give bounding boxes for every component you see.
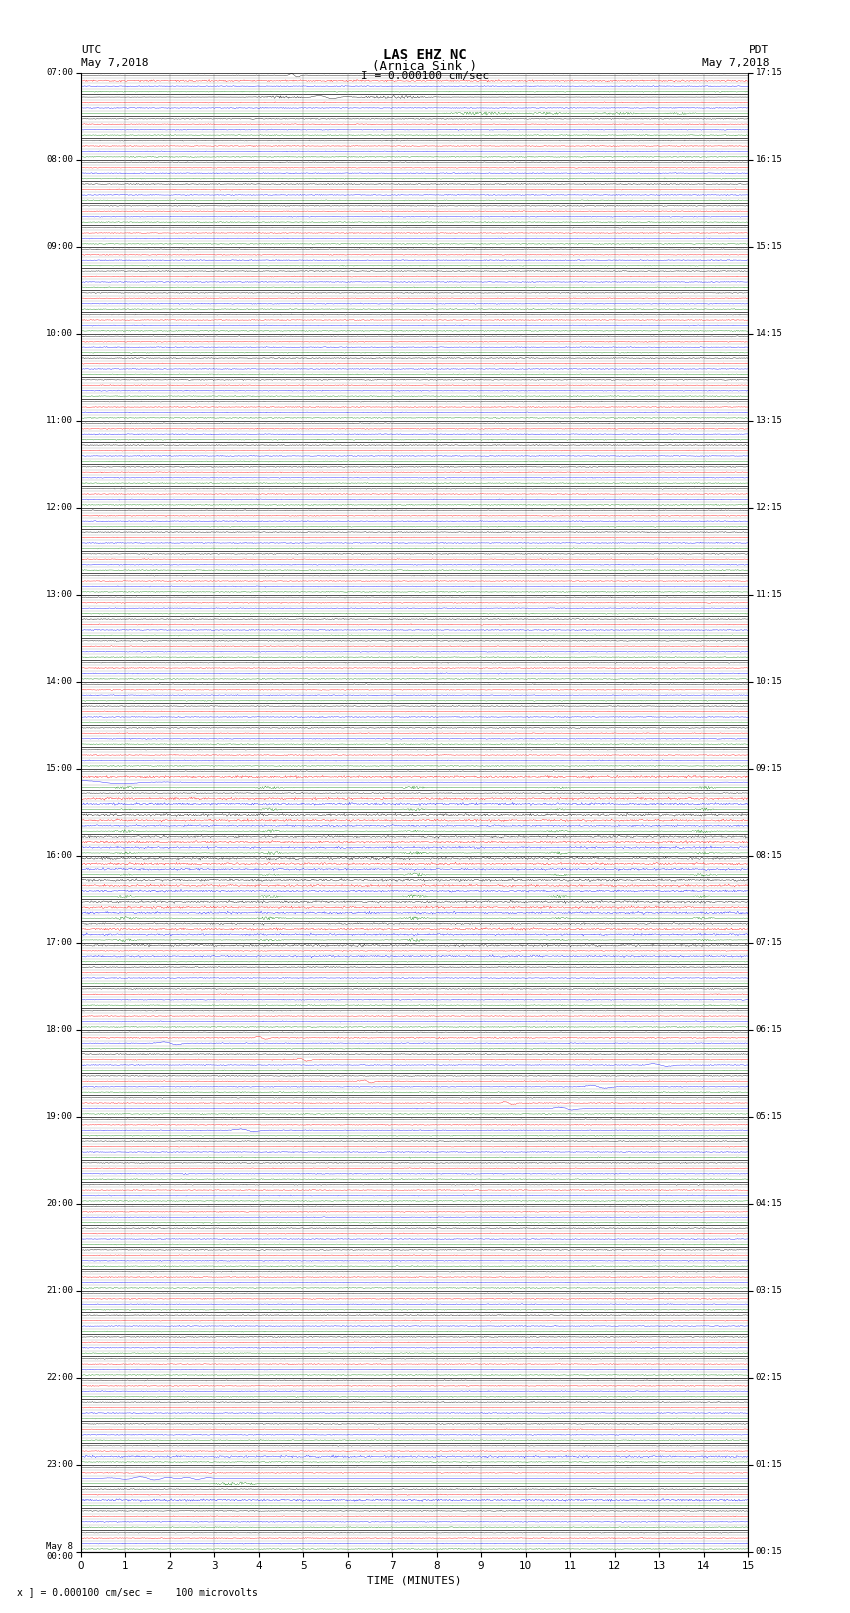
Text: LAS EHZ NC: LAS EHZ NC xyxy=(383,48,467,63)
X-axis label: TIME (MINUTES): TIME (MINUTES) xyxy=(367,1576,462,1586)
Text: I = 0.000100 cm/sec: I = 0.000100 cm/sec xyxy=(361,71,489,81)
Text: x ] = 0.000100 cm/sec =    100 microvolts: x ] = 0.000100 cm/sec = 100 microvolts xyxy=(17,1587,258,1597)
Text: UTC: UTC xyxy=(81,45,101,55)
Text: May 7,2018: May 7,2018 xyxy=(702,58,769,68)
Text: (Arnica Sink ): (Arnica Sink ) xyxy=(372,60,478,73)
Text: May 7,2018: May 7,2018 xyxy=(81,58,148,68)
Text: PDT: PDT xyxy=(749,45,769,55)
